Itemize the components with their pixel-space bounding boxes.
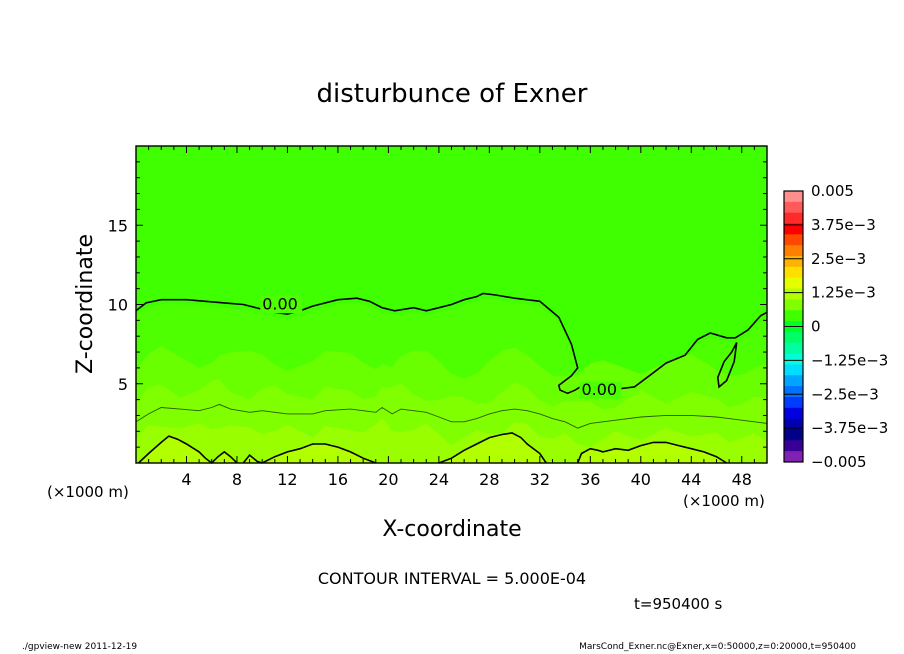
colorbar-swatch: [784, 451, 803, 463]
colorbar-swatch: [784, 342, 803, 354]
colorbar-swatch: [784, 201, 803, 214]
colorbar-swatch: [784, 299, 803, 311]
colorbar-label: 2.5e−3: [811, 250, 866, 268]
x-tick-label: 4: [181, 470, 191, 489]
x-tick-label: 36: [580, 470, 600, 489]
colorbar-swatch: [784, 245, 803, 257]
colorbar-label: −2.5e−3: [811, 385, 879, 403]
colorbar-label: −3.75e−3: [811, 419, 888, 437]
x-tick-label: 16: [328, 470, 348, 489]
colorbar-label: 3.75e−3: [811, 216, 876, 234]
colorbar-swatch: [784, 234, 803, 246]
field-blob-5: [577, 442, 727, 463]
colorbar-swatch: [784, 191, 803, 203]
x-tick-label: 12: [277, 470, 297, 489]
plot-area: 0.00 0.00: [135, 145, 768, 465]
footer-left: ./gpview-new 2011-12-19: [22, 642, 138, 652]
time-text: t=950400 s: [634, 595, 722, 613]
colorbar-swatch: [784, 310, 803, 322]
footer-right: MarsCond_Exner.nc@Exner,x=0:50000,z=0:20…: [579, 642, 856, 652]
contour-label-2: 0.00: [581, 380, 617, 399]
colorbar-label: 0: [811, 318, 821, 336]
colorbar-swatch: [784, 375, 803, 387]
field-blob-3: [262, 444, 376, 463]
x-axis: 4 8 12 16 20 24 28 32 36 40 44 48: [135, 146, 768, 489]
x-tick-label: 8: [232, 470, 242, 489]
x-tick-label: 48: [732, 470, 752, 489]
contour-label-bg-1: [260, 296, 303, 314]
contour-label-bg-2: [579, 381, 622, 399]
colorbar-swatch: [784, 223, 803, 235]
x-tick-label: 20: [378, 470, 398, 489]
colorbar-swatch: [784, 407, 803, 420]
colorbar-swatch: [784, 364, 803, 376]
colorbar-swatch: [784, 418, 803, 430]
x-unit-left: (×1000 m): [47, 483, 129, 501]
colorbar-swatch: [784, 331, 803, 344]
x-tick-label: 24: [429, 470, 449, 489]
x-tick-label: 40: [631, 470, 651, 489]
x-unit-right: (×1000 m): [683, 492, 765, 510]
colorbar-swatch: [784, 429, 803, 441]
y-tick-label: 10: [108, 296, 128, 315]
colorbar-swatch: [784, 440, 803, 452]
contour-line-closed: [716, 342, 738, 389]
contour-line-lower-5: [576, 441, 728, 464]
colorbar-swatch: [784, 386, 803, 398]
colorbar-swatch: [784, 396, 803, 409]
y-tick-label: 5: [118, 375, 128, 394]
x-tick-label: 44: [681, 470, 701, 489]
colorbar: 0.005 3.75e−3 2.5e−3 1.25e−3 0 −1.25e−3 −2.5e−…: [783, 182, 888, 471]
colorbar-swatch: [784, 212, 803, 224]
colorbar-label: −1.25e−3: [811, 351, 888, 369]
contour-line-thin: [135, 403, 768, 429]
colorbar-swatch: [784, 256, 803, 268]
colorbar-label: 1.25e−3: [811, 284, 876, 302]
x-axis-label: X-coordinate: [382, 517, 521, 542]
contour-interval-text: CONTOUR INTERVAL = 5.000E-04: [318, 569, 586, 588]
x-tick-label: 28: [479, 470, 499, 489]
field-blob-1: [138, 436, 237, 463]
contour-label-1: 0.00: [262, 294, 298, 313]
x-tick-label: 32: [530, 470, 550, 489]
contour-line-lower-2: [242, 453, 263, 464]
colorbar-swatch: [784, 277, 803, 289]
y-axis: 5 10 15: [108, 145, 767, 464]
colorbar-swatch: [784, 266, 803, 279]
colorbar-swatch: [784, 353, 803, 365]
contour-line-lower-4: [438, 432, 547, 464]
contour-line-lower-1: [137, 435, 238, 465]
chart-title: disturbunce of Exner: [317, 79, 588, 109]
colorbar-swatch: [784, 288, 803, 300]
contour-line-lower-3: [261, 443, 377, 464]
y-axis-label: Z-coordinate: [73, 234, 98, 374]
field-blob-4: [438, 432, 547, 463]
y-tick-label: 15: [108, 216, 128, 235]
colorbar-label: 0.005: [811, 182, 854, 200]
colorbar-label: −0.005: [811, 453, 867, 471]
